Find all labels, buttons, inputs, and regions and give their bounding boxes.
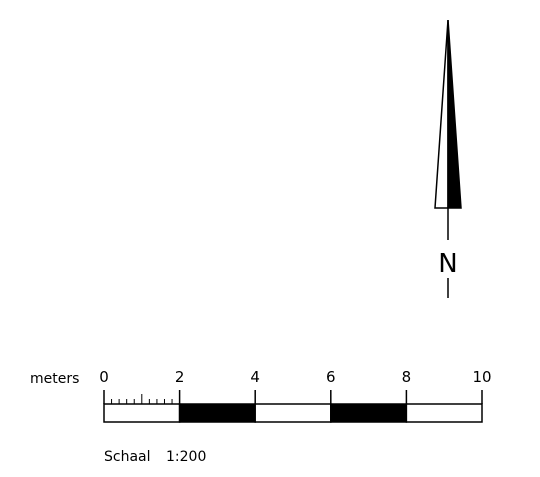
- north-arrow: N: [434, 19, 462, 298]
- scale-segments: [103, 403, 483, 423]
- scale-tick-label-1: 2: [175, 368, 185, 386]
- scale-word: Schaal: [104, 449, 151, 465]
- scale-tick-labels: 0 2 4 6 8 10: [99, 368, 492, 404]
- north-label: N: [438, 249, 457, 279]
- scale-tick-label-4: 8: [402, 368, 412, 386]
- scale-bar: meters 0 2 4 6 8 10 Schaal 1:200: [30, 368, 492, 465]
- scale-segment-3: [330, 403, 408, 423]
- scale-segment-0: [103, 403, 181, 423]
- north-arrow-black-half: [447, 19, 462, 209]
- north-arrow-white-half: [434, 19, 449, 209]
- scale-ratio: 1:200: [166, 449, 206, 465]
- scale-segment-4: [405, 403, 483, 423]
- scale-segment-1: [178, 403, 256, 423]
- scale-unit-label: meters: [30, 371, 79, 387]
- scale-tick-label-0: 0: [99, 368, 109, 386]
- scale-tick-label-5: 10: [472, 368, 491, 386]
- scale-tick-label-3: 6: [326, 368, 336, 386]
- scale-tick-label-2: 4: [250, 368, 260, 386]
- scale-minor-ticks: [111, 394, 173, 404]
- scale-segment-2: [254, 403, 332, 423]
